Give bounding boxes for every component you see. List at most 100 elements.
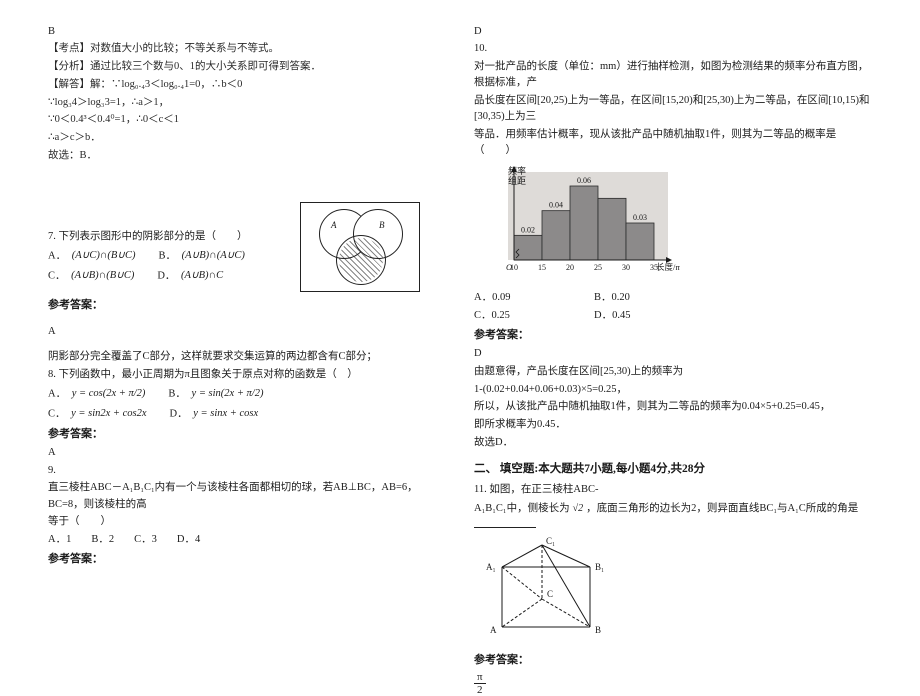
q7-d-label: D． bbox=[157, 270, 175, 281]
q7-b-formula: (A∪B)∩(A∪C) bbox=[179, 247, 248, 265]
q10-sol5: 故选D． bbox=[474, 435, 872, 451]
svg-text:0.02: 0.02 bbox=[521, 225, 535, 234]
q8-ref-label: 参考答案： bbox=[48, 426, 446, 443]
q8-options-row1: A． y = cos(2x + π/2) B． y = sin(2x + π/2… bbox=[48, 385, 446, 403]
q8-c-formula: y = sin2x + cos2x bbox=[68, 405, 149, 423]
q9-options: A．1 B．2 C．3 D．4 bbox=[48, 532, 446, 548]
histogram-svg: 频率组距0.020.040.060.03101520253035长度/mmO bbox=[480, 162, 680, 282]
q9-c: C．3 bbox=[134, 532, 157, 548]
section-2-title: 二、 填空题:本大题共7小题,每小题4分,共28分 bbox=[474, 461, 872, 479]
q10-a: A．0.09 bbox=[474, 290, 574, 306]
q9-stem-b: 等于（ ） bbox=[48, 514, 446, 530]
kaodian-label: 【考点】 bbox=[48, 43, 90, 54]
answer-b: B bbox=[48, 24, 446, 40]
q11-ref-label: 参考答案： bbox=[474, 652, 872, 669]
q11-stem-b2: ，底面三角形的边长为2，则异面直线BC₁与A₁C所成的角是 bbox=[586, 503, 858, 514]
q11-stem-a: 11. 如图，在正三棱柱ABC- bbox=[474, 482, 872, 498]
q10-stem-a: 对一批产品的长度（单位：mm）进行抽样检测，如图为检测结果的频率分布直方图，根据… bbox=[474, 59, 872, 92]
q7-a-formula: (A∪C)∩(B∪C) bbox=[69, 247, 139, 265]
q8-stem: 8. 下列函数中，最小正周期为π且图象关于原点对称的函数是（ ） bbox=[48, 367, 446, 383]
q10-d: D．0.45 bbox=[594, 308, 630, 324]
fenxi-line: 【分析】通过比较三个数与0、1的大小关系即可得到答案． bbox=[48, 59, 446, 75]
q7-c-label: C． bbox=[48, 270, 66, 281]
venn-diagram: A B bbox=[300, 202, 420, 297]
svg-text:A: A bbox=[490, 625, 497, 635]
jieda-line1: 【解答】解：∵log₀.₄3＜log₀.₄1=0，∴b＜0 bbox=[48, 77, 446, 93]
q8-b-formula: y = sin(2x + π/2) bbox=[189, 385, 267, 403]
q9-b: B．2 bbox=[91, 532, 114, 548]
q10-options-row2: C．0.25 D．0.45 bbox=[474, 308, 872, 324]
svg-text:20: 20 bbox=[566, 263, 574, 272]
q11-stem-b: A₁B₁C₁中，侧棱长为√2，底面三角形的边长为2，则异面直线BC₁与A₁C所成… bbox=[474, 500, 872, 535]
svg-text:C₁: C₁ bbox=[546, 537, 555, 546]
q10-sol4: 即所求概率为0.45． bbox=[474, 417, 872, 433]
q9-stem-a: 直三棱柱ABC－A₁B₁C₁内有一个与该棱柱各面都相切的球，若AB⊥BC，AB=… bbox=[48, 480, 446, 513]
svg-text:B: B bbox=[595, 625, 601, 635]
q11-answer-den: 2 bbox=[474, 684, 486, 696]
kaodian-line: 【考点】对数值大小的比较；不等关系与不等式。 bbox=[48, 41, 446, 57]
q8-options-row2: C． y = sin2x + cos2x D． y = sinx + cosx bbox=[48, 405, 446, 423]
svg-text:组距: 组距 bbox=[508, 175, 526, 186]
jieda-line2: ∵log₃4＞log₃3=1，∴a＞1， bbox=[48, 95, 446, 111]
q7-b-label: B． bbox=[159, 250, 177, 261]
answer-d: D bbox=[474, 24, 872, 40]
q10-options-row1: A．0.09 B．0.20 bbox=[474, 290, 872, 306]
svg-text:A₁: A₁ bbox=[486, 562, 496, 572]
kaodian-text: 对数值大小的比较；不等关系与不等式。 bbox=[90, 43, 279, 54]
q10-stem-b: 品长度在区间[20,25)上为一等品，在区间[15,20)和[25,30)上为二… bbox=[474, 93, 872, 126]
q10-answer: D bbox=[474, 346, 872, 362]
q10-sol3: 所以，从该批产品中随机抽取1件，则其为二等品的频率为0.04×5+0.25=0.… bbox=[474, 399, 872, 415]
q8-d-formula: y = sinx + cosx bbox=[190, 405, 261, 423]
fenxi-text: 通过比较三个数与0、1的大小关系即可得到答案． bbox=[90, 61, 321, 72]
svg-text:0.03: 0.03 bbox=[633, 213, 647, 222]
svg-text:0.04: 0.04 bbox=[549, 200, 563, 209]
q8-b-label: B． bbox=[168, 388, 186, 399]
q11-answer-frac: π 2 bbox=[474, 671, 486, 696]
q8-c-label: C． bbox=[48, 408, 66, 419]
q11-sqrt2: √2 bbox=[570, 500, 587, 518]
right-column: D 10. 对一批产品的长度（单位：mm）进行抽样检测，如图为检测结果的频率分布… bbox=[460, 22, 886, 651]
q9-num: 9. bbox=[48, 463, 446, 479]
q10-b: B．0.20 bbox=[594, 290, 630, 306]
svg-text:长度/mm: 长度/mm bbox=[656, 262, 680, 272]
q10-ref-label: 参考答案： bbox=[474, 327, 872, 344]
q11-answer: π 2 bbox=[474, 671, 872, 696]
q7-ref-label: 参考答案： bbox=[48, 297, 446, 314]
q8-d-label: D． bbox=[170, 408, 188, 419]
venn-label-a: A bbox=[331, 219, 337, 233]
q11-answer-num: π bbox=[474, 671, 486, 684]
q9-a: A．1 bbox=[48, 532, 71, 548]
jieda-line4: ∴a＞c＞b． bbox=[48, 130, 446, 146]
q7-c-formula: (A∪B)∩(B∪C) bbox=[68, 267, 137, 285]
q7-d-formula: (A∪B)∩C bbox=[178, 267, 226, 285]
q8-a-label: A． bbox=[48, 388, 66, 399]
q10-sol1: 由题意得，产品长度在区间[25,30)上的频率为 bbox=[474, 364, 872, 380]
jieda-l1: ∵log₀.₄3＜log₀.₄1=0，∴b＜0 bbox=[111, 79, 242, 90]
left-column: B 【考点】对数值大小的比较；不等关系与不等式。 【分析】通过比较三个数与0、1… bbox=[34, 22, 460, 651]
prism-svg: C₁ A₁ B₁ C A B bbox=[480, 537, 630, 642]
venn-label-b: B bbox=[379, 219, 385, 233]
svg-text:15: 15 bbox=[538, 263, 546, 272]
q10-num: 10. bbox=[474, 41, 872, 57]
svg-text:25: 25 bbox=[594, 263, 602, 272]
q8-a-formula: y = cos(2x + π/2) bbox=[69, 385, 149, 403]
q7-a-label: A． bbox=[48, 250, 66, 261]
jieda-line3: ∵0＜0.4³＜0.4⁰=1，∴0＜c＜1 bbox=[48, 112, 446, 128]
q7-answer: A bbox=[48, 324, 446, 340]
q9-ref-label: 参考答案： bbox=[48, 551, 446, 568]
q7-explain: 阴影部分完全覆盖了C部分，这样就要求交集运算的两边都含有C部分； bbox=[48, 349, 446, 365]
svg-text:频率: 频率 bbox=[508, 165, 526, 176]
svg-text:B₁: B₁ bbox=[595, 562, 604, 572]
q10-sol2: 1-(0.02+0.04+0.06+0.03)×5=0.25， bbox=[474, 382, 872, 398]
histogram: 频率组距0.020.040.060.03101520253035长度/mmO bbox=[480, 162, 680, 288]
q10-stem-c: 等品．用频率估计概率，现从该批产品中随机抽取1件，则其为二等品的概率是（ ） bbox=[474, 127, 872, 160]
q10-c: C．0.25 bbox=[474, 308, 574, 324]
prism-diagram: C₁ A₁ B₁ C A B bbox=[480, 537, 630, 648]
q8-answer: A bbox=[48, 445, 446, 461]
fenxi-label: 【分析】 bbox=[48, 61, 90, 72]
jieda-label: 【解答】 bbox=[48, 79, 90, 90]
svg-text:C: C bbox=[547, 589, 553, 599]
svg-text:30: 30 bbox=[622, 263, 630, 272]
jieda-line5: 故选：B． bbox=[48, 148, 446, 164]
q11-stem-b1: A₁B₁C₁中，侧棱长为 bbox=[474, 503, 570, 514]
